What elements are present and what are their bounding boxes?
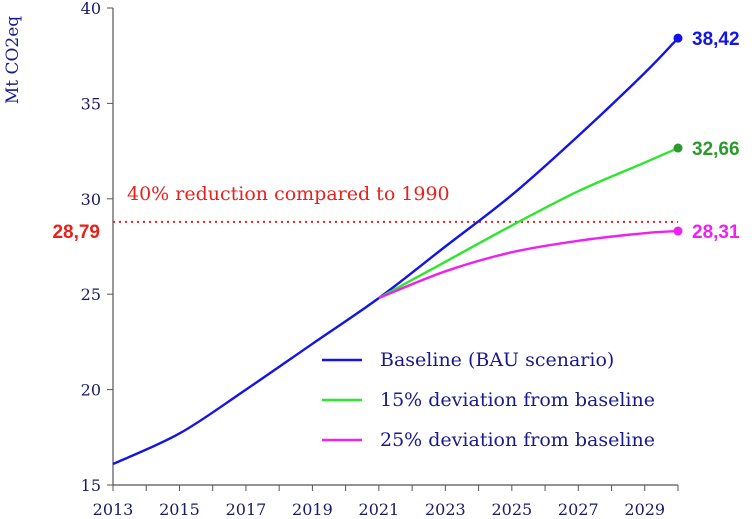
series-end-point-2 bbox=[673, 143, 683, 153]
x-tick-label: 2015 bbox=[159, 500, 200, 519]
series-end-label-1: 38,42 bbox=[692, 29, 740, 50]
x-tick-label: 2025 bbox=[491, 500, 532, 519]
series-lines: 38,42 32,66 28,31 bbox=[112, 29, 740, 466]
y-tick-label: 40 bbox=[81, 0, 101, 18]
y-tick-label: 20 bbox=[81, 381, 101, 400]
series-end-point-1 bbox=[673, 33, 683, 43]
legend-entry-2: 15% deviation from baseline bbox=[380, 389, 655, 411]
legend: Baseline (BAU scenario) 15% deviation fro… bbox=[322, 349, 655, 451]
series-end-label-2: 32,66 bbox=[692, 139, 740, 160]
x-tick-label: 2027 bbox=[558, 500, 599, 519]
legend-entry-1: Baseline (BAU scenario) bbox=[380, 349, 614, 371]
x-tick-label: 2023 bbox=[425, 500, 466, 519]
series-line-3 bbox=[378, 229, 679, 300]
y-tick-label: 25 bbox=[81, 285, 101, 304]
x-tick-label: 2021 bbox=[359, 500, 400, 519]
x-tick-label: 2017 bbox=[226, 500, 267, 519]
legend-entry-3: 25% deviation from baseline bbox=[380, 429, 655, 451]
x-tick-label: 2019 bbox=[292, 500, 333, 519]
x-tick-label: 2029 bbox=[624, 500, 665, 519]
y-tick-label: 35 bbox=[81, 94, 101, 113]
reference-annotation: 40% reduction compared to 1990 bbox=[127, 183, 450, 205]
y-tick-label: 30 bbox=[81, 190, 101, 209]
series-end-label-3: 28,31 bbox=[692, 222, 740, 243]
y-tick-label: 15 bbox=[81, 476, 101, 495]
series-line-2 bbox=[378, 146, 679, 300]
x-tick-label: 2013 bbox=[93, 500, 134, 519]
reference-line-group: 28,79 40% reduction compared to 1990 bbox=[52, 183, 678, 243]
series-end-point-3 bbox=[673, 226, 683, 236]
reference-value-label: 28,79 bbox=[52, 222, 100, 243]
series-line-1 bbox=[112, 37, 679, 466]
y-axis-label: Mt CO2eq bbox=[3, 16, 23, 104]
